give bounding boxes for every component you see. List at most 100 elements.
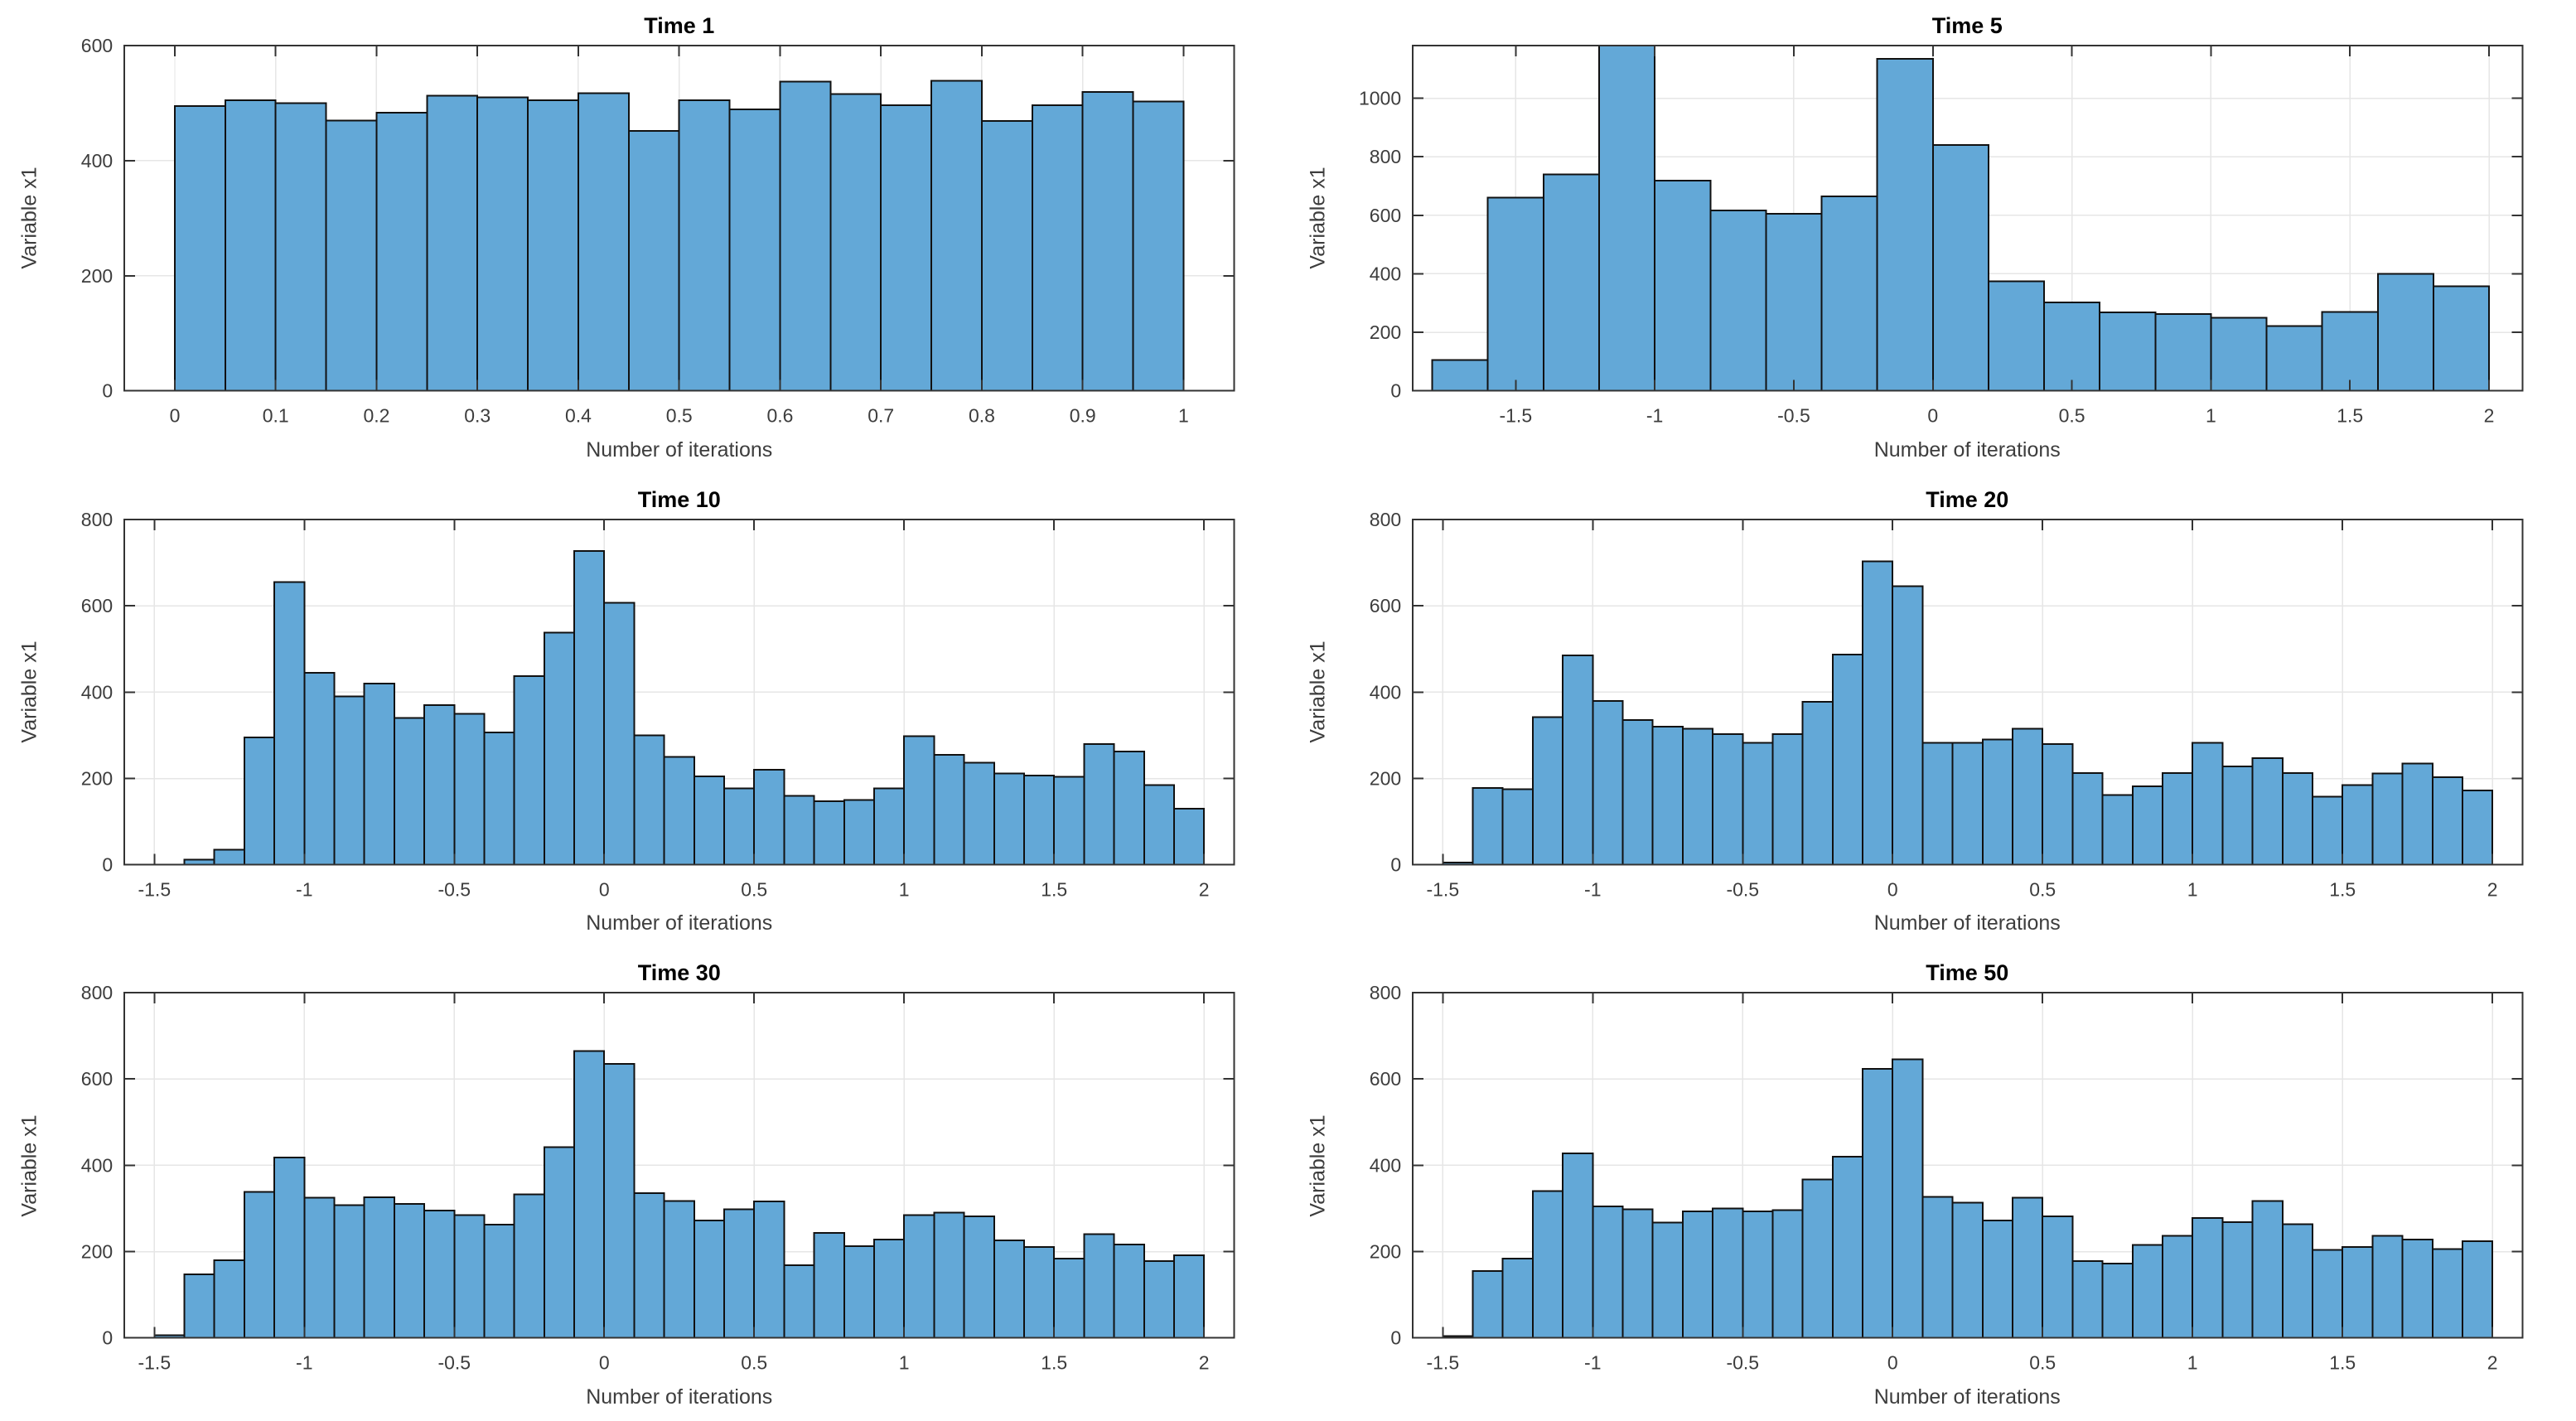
histogram-bar <box>1542 173 1600 392</box>
histogram-bar <box>1501 1258 1534 1340</box>
histogram-bar <box>880 104 933 392</box>
histogram-bar <box>783 1264 815 1340</box>
histogram-bar <box>2153 313 2211 392</box>
histogram-bar <box>1931 144 1989 392</box>
svg-text:-1: -1 <box>296 1352 312 1374</box>
histogram-bar <box>843 1245 875 1340</box>
histogram-bar <box>903 1214 935 1340</box>
svg-text:0.2: 0.2 <box>364 405 390 427</box>
histogram-bar <box>930 80 983 392</box>
svg-text:0: 0 <box>1390 853 1401 875</box>
svg-text:600: 600 <box>81 35 113 56</box>
histogram-bar <box>872 1239 906 1340</box>
plot-area: -1.5 -1 -0.5 0 0.5 1 1.5 2 0 200 400 600 800 <box>81 509 1235 900</box>
histogram-bar <box>1143 784 1175 866</box>
svg-text:1: 1 <box>899 1352 910 1374</box>
histogram-bars <box>1441 560 2493 866</box>
svg-text:0.5: 0.5 <box>666 405 693 427</box>
svg-text:0: 0 <box>1927 405 1938 427</box>
x-tick-labels: -1.5 -1 -0.5 0 0.5 1 1.5 2 <box>138 1352 1210 1374</box>
histogram-bar <box>843 799 875 866</box>
histogram-bar <box>1891 585 1923 866</box>
histogram-bar <box>1861 1068 1893 1340</box>
svg-text:600: 600 <box>81 595 113 616</box>
svg-text:200: 200 <box>1369 321 1400 343</box>
histogram-bar <box>693 1220 726 1340</box>
histogram-bar <box>872 787 906 866</box>
x-axis-label: Number of iterations <box>586 437 773 462</box>
y-tick-labels: 0 200 400 600 800 1000 <box>1359 88 1401 402</box>
histogram-bar <box>1597 44 1655 392</box>
histogram-bar <box>2098 312 2156 392</box>
histogram-bar <box>273 1157 306 1340</box>
histogram-bar <box>543 631 576 866</box>
histogram-bar <box>2041 742 2073 866</box>
x-axis-label: Number of iterations <box>586 1385 773 1409</box>
histogram-bar <box>243 1191 276 1340</box>
svg-text:-1.5: -1.5 <box>1426 1352 1459 1374</box>
histogram-bar <box>1431 359 1489 392</box>
histogram-bars <box>183 549 1206 866</box>
histogram-bar <box>2311 1249 2343 1340</box>
histogram-bar <box>213 1259 245 1340</box>
svg-text:400: 400 <box>1369 263 1400 284</box>
histogram-bar <box>753 1201 785 1340</box>
histogram-bar <box>1472 786 1504 866</box>
y-tick-labels: 0 200 400 600 <box>81 35 113 402</box>
histogram-bar <box>813 800 845 866</box>
svg-text:0: 0 <box>599 1352 610 1374</box>
svg-text:-1.5: -1.5 <box>1499 405 1532 427</box>
histogram-bar <box>243 736 276 866</box>
svg-text:600: 600 <box>1369 1068 1400 1090</box>
histogram-bar <box>1621 1208 1654 1340</box>
svg-text:0: 0 <box>170 405 181 427</box>
histogram-bar <box>1022 774 1056 866</box>
x-axis-label: Number of iterations <box>586 911 773 935</box>
svg-text:400: 400 <box>81 1155 113 1177</box>
histogram-bar <box>1771 1209 1804 1340</box>
svg-text:-0.5: -0.5 <box>1726 1352 1759 1374</box>
histogram-bar <box>829 93 882 392</box>
plot-title: Time 50 <box>1926 960 2009 986</box>
histogram-bar <box>779 80 832 392</box>
plot-title: Time 20 <box>1926 486 2009 512</box>
histogram-bar <box>1801 700 1834 866</box>
histogram-bar <box>1921 741 1954 866</box>
histogram-bar <box>2131 785 2163 866</box>
histogram-bar <box>303 671 336 866</box>
histogram-bar <box>2431 1248 2463 1340</box>
svg-text:0.3: 0.3 <box>464 405 491 427</box>
svg-text:-1.5: -1.5 <box>138 878 172 900</box>
histogram-bar <box>1764 213 1823 392</box>
histogram-bar <box>2401 1239 2433 1340</box>
svg-text:-1: -1 <box>1584 1352 1601 1374</box>
svg-text:1: 1 <box>2206 405 2216 427</box>
histogram-bar <box>2042 302 2100 392</box>
histogram-bar <box>1820 195 1878 392</box>
histogram-bar <box>2221 765 2254 866</box>
svg-text:800: 800 <box>1369 509 1400 530</box>
plot-title: Time 1 <box>644 13 715 38</box>
histogram-bars <box>174 80 1185 392</box>
histogram-bar <box>1771 732 1804 866</box>
svg-text:1: 1 <box>2187 878 2197 900</box>
histogram-bar <box>303 1196 336 1340</box>
histogram-bar <box>1053 1258 1085 1340</box>
histogram-bar <box>2311 795 2343 866</box>
svg-text:1: 1 <box>899 878 910 900</box>
histogram-bar <box>1653 180 1711 392</box>
plot-title: Time 30 <box>637 960 721 986</box>
histogram-bar <box>453 1214 486 1340</box>
histogram-bars <box>1431 44 2490 392</box>
histogram-bar <box>993 771 1025 866</box>
svg-text:400: 400 <box>1369 681 1400 703</box>
svg-text:200: 200 <box>81 1241 113 1263</box>
svg-text:0.5: 0.5 <box>2029 1352 2056 1374</box>
x-tick-labels: 0 0.1 0.2 0.3 0.4 0.5 0.6 0.7 0.8 0.9 1 <box>170 405 1189 427</box>
histogram-bar <box>2371 1235 2404 1340</box>
histogram-bar <box>1981 738 2013 866</box>
svg-text:800: 800 <box>81 982 113 1003</box>
histogram-bar <box>174 104 226 392</box>
histogram-bar <box>527 99 579 392</box>
histogram-bar <box>1951 741 1984 866</box>
